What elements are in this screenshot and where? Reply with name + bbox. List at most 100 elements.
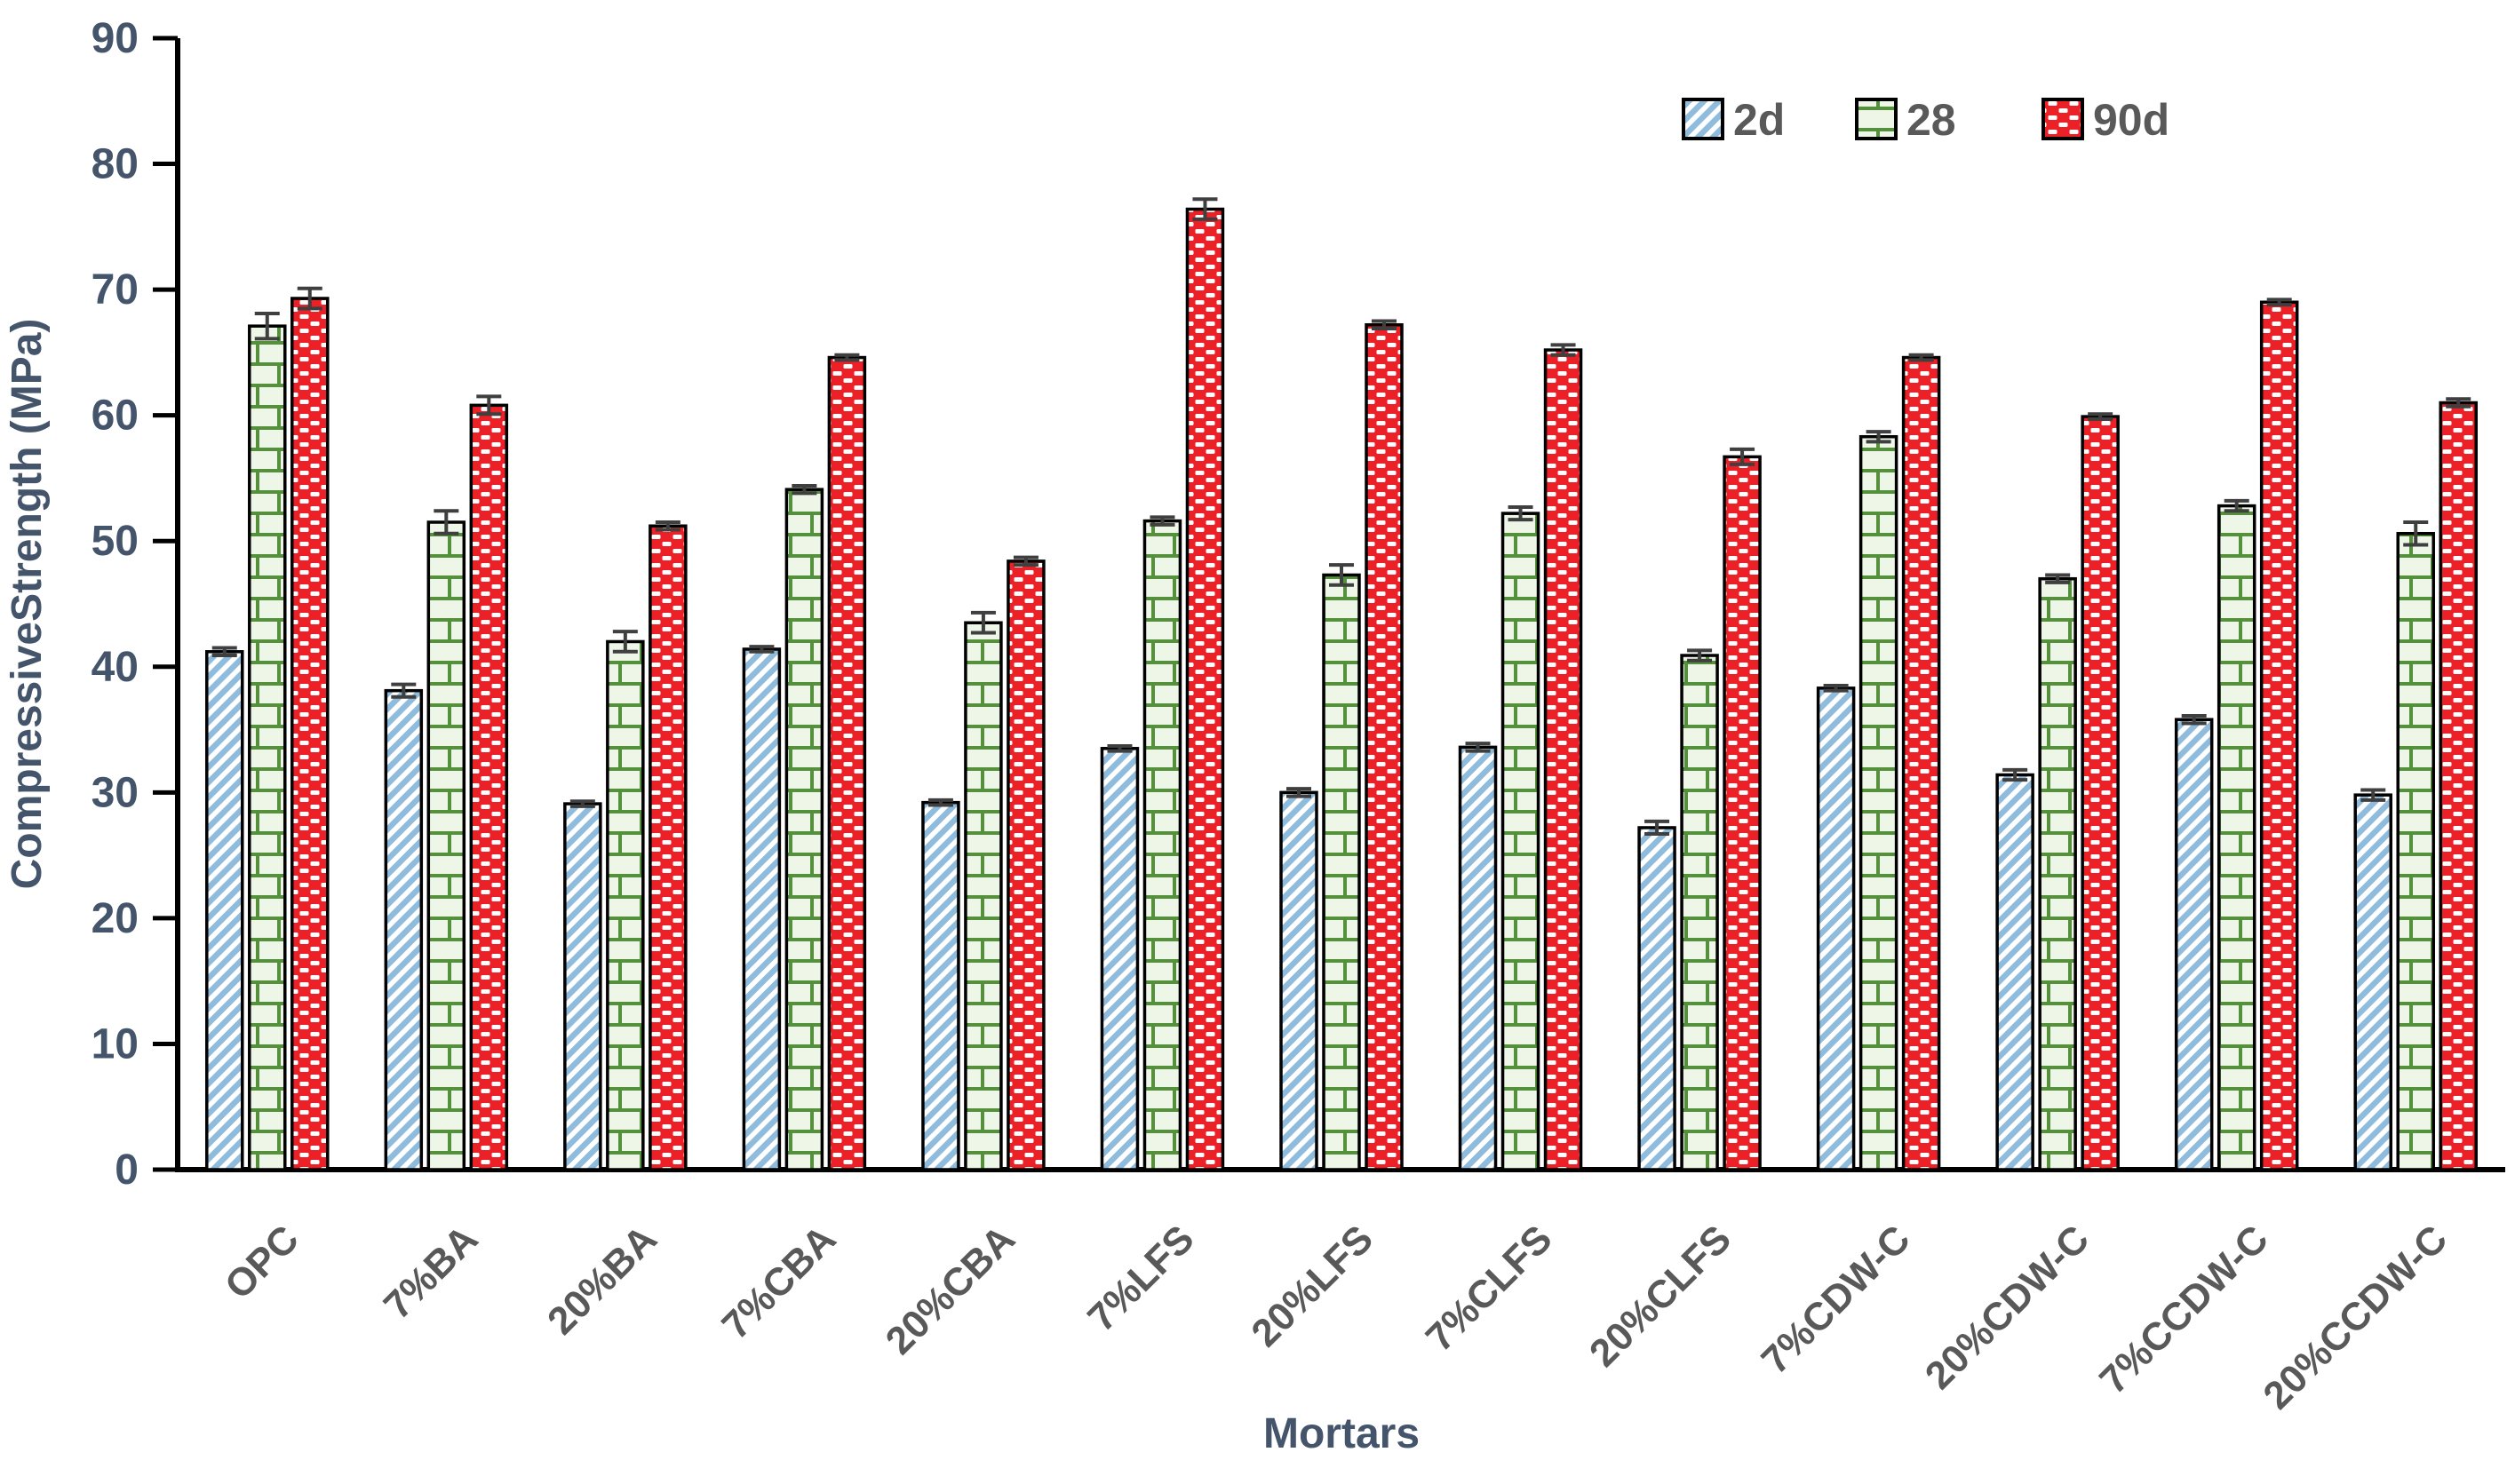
bar-90d-20%CBA: [1007, 559, 1046, 1171]
bar-90d-20%CLFS: [1723, 455, 1762, 1171]
error-bar-2d-7%CLFS: [1465, 742, 1491, 753]
x-category-label-7%CLFS: 7%CLFS: [1418, 1217, 1561, 1360]
legend-label-2d: 2d: [1733, 95, 1785, 145]
error-bar-2d-20%CDW-C: [2002, 767, 2028, 782]
error-bar-28-20%CDW-C: [2045, 573, 2071, 584]
y-tick-label: 20: [92, 895, 139, 942]
error-bar-2d-20%LFS: [1286, 787, 1311, 798]
bar-28-7%LFS: [1142, 519, 1182, 1171]
bar-90d-OPC: [290, 297, 330, 1171]
y-tick-label: 70: [92, 266, 139, 313]
error-bar-28-OPC: [254, 312, 280, 341]
bar-2d-20%BA: [563, 802, 602, 1171]
error-bar-2d-OPC: [211, 646, 237, 658]
bar-2d-OPC: [205, 650, 244, 1171]
error-bar-28-20%CCDW-C: [2403, 520, 2429, 547]
legend-item-28: 28: [1855, 95, 1956, 145]
bar-90d-7%LFS: [1185, 207, 1225, 1171]
error-bar-90d-20%BA: [655, 520, 680, 532]
y-tick-label: 0: [115, 1147, 139, 1194]
error-bar-90d-OPC: [297, 286, 322, 311]
bar-2d-20%CBA: [921, 800, 960, 1171]
error-bar-2d-7%BA: [391, 682, 417, 699]
error-bar-28-7%CDW-C: [1866, 430, 1891, 444]
bar-90d-7%CCDW-C: [2259, 300, 2299, 1171]
error-bar-90d-7%CCDW-C: [2266, 298, 2292, 307]
bar-28-7%CDW-C: [1858, 434, 1898, 1171]
error-bar-90d-7%BA: [476, 394, 502, 417]
bar-2d-7%CLFS: [1458, 745, 1498, 1171]
error-bar-90d-7%CBA: [834, 353, 860, 362]
bar-28-20%CLFS: [1680, 654, 1719, 1171]
bar-28-7%CBA: [784, 488, 824, 1171]
y-tick-label: 40: [92, 644, 139, 691]
x-category-label-7%LFS: 7%LFS: [1079, 1217, 1202, 1339]
bar-2d-7%CBA: [742, 647, 782, 1171]
bar-2d-7%CDW-C: [1816, 686, 1856, 1171]
error-bar-28-7%LFS: [1150, 515, 1175, 527]
error-bar-90d-7%CDW-C: [1908, 353, 1934, 362]
y-tick-label: 60: [92, 393, 139, 440]
legend-label-90d: 90d: [2093, 95, 2169, 145]
error-bar-2d-7%CCDW-C: [2181, 713, 2207, 726]
error-bar-2d-7%LFS: [1107, 743, 1133, 753]
error-bar-2d-20%CBA: [927, 798, 953, 807]
bar-2d-20%CDW-C: [1995, 773, 2034, 1171]
x-category-label-OPC: OPC: [217, 1217, 307, 1307]
bar-90d-20%CCDW-C: [2439, 401, 2478, 1171]
x-category-label-20%CBA: 20%CBA: [878, 1217, 1023, 1362]
error-bar-90d-20%CDW-C: [2088, 412, 2113, 421]
bar-28-20%LFS: [1322, 573, 1361, 1171]
x-category-label-7%CCDW-C: 7%CCDW-C: [2091, 1217, 2277, 1402]
error-bar-2d-20%BA: [569, 799, 595, 808]
bar-90d-7%BA: [469, 403, 509, 1171]
error-bar-2d-7%CBA: [749, 645, 775, 654]
bar-28-20%CCDW-C: [2396, 531, 2435, 1171]
legend-swatch-2d: [1682, 98, 1724, 140]
error-bar-2d-20%CLFS: [1644, 819, 1670, 837]
x-category-label-20%CCDW-C: 20%CCDW-C: [2255, 1217, 2455, 1417]
error-bar-28-7%CLFS: [1508, 505, 1533, 522]
y-tick-label: 10: [92, 1020, 139, 1067]
bar-2d-7%LFS: [1100, 747, 1140, 1171]
bar-2d-20%CLFS: [1637, 826, 1676, 1171]
error-bar-28-7%BA: [434, 509, 459, 536]
x-category-label-7%BA: 7%BA: [376, 1217, 487, 1328]
x-axis-title: Mortars: [1263, 1410, 1420, 1457]
bar-2d-7%BA: [384, 688, 424, 1171]
y-tick-label: 50: [92, 518, 139, 565]
error-bar-28-7%CBA: [792, 483, 817, 496]
bar-28-7%BA: [426, 520, 466, 1171]
legend-item-2d: 2d: [1682, 95, 1785, 145]
bar-90d-7%CLFS: [1543, 348, 1583, 1171]
x-category-label-20%CLFS: 20%CLFS: [1581, 1217, 1739, 1375]
y-tick-label: 90: [92, 15, 139, 62]
bar-90d-20%LFS: [1365, 322, 1404, 1171]
y-tick-label: 30: [92, 769, 139, 816]
y-tick-label: 80: [92, 141, 139, 188]
error-bar-2d-7%CDW-C: [1823, 684, 1849, 693]
bar-90d-7%CBA: [827, 355, 867, 1171]
x-category-label-20%BA: 20%BA: [539, 1217, 665, 1343]
x-category-label-7%CBA: 7%CBA: [713, 1217, 844, 1347]
bar-2d-20%LFS: [1279, 790, 1318, 1171]
bar-90d-20%CDW-C: [2081, 415, 2120, 1171]
legend-item-90d: 90d: [2041, 95, 2169, 145]
bar-90d-7%CDW-C: [1901, 355, 1941, 1171]
x-category-label-20%LFS: 20%LFS: [1243, 1217, 1381, 1355]
error-bar-28-20%LFS: [1329, 563, 1354, 587]
bar-28-20%CDW-C: [2038, 576, 2077, 1171]
legend-swatch-90d: [2041, 98, 2084, 140]
bar-28-20%CBA: [964, 621, 1003, 1171]
error-bar-90d-7%CLFS: [1550, 343, 1576, 357]
bar-28-7%CLFS: [1500, 512, 1540, 1171]
bar-28-20%BA: [606, 639, 645, 1171]
bar-90d-20%BA: [649, 524, 688, 1171]
error-bar-28-20%CBA: [970, 610, 996, 635]
error-bar-28-20%CLFS: [1687, 648, 1713, 663]
error-bar-2d-20%CCDW-C: [2360, 788, 2386, 802]
legend-swatch-28: [1855, 98, 1898, 140]
bar-2d-20%CCDW-C: [2353, 793, 2392, 1171]
error-bar-90d-20%CCDW-C: [2446, 397, 2471, 409]
